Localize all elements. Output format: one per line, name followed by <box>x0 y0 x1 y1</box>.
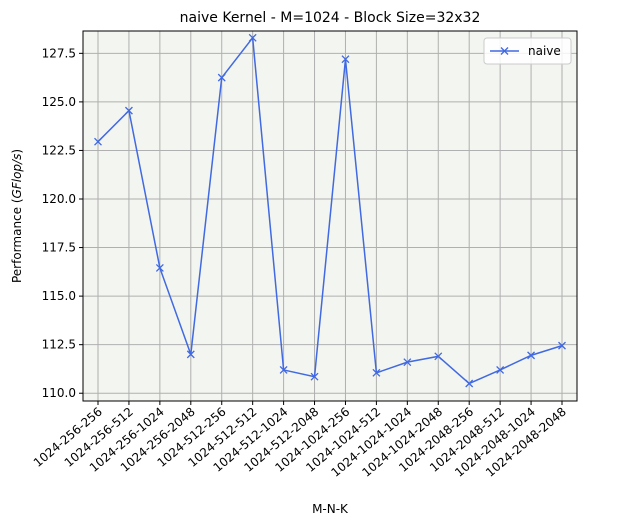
data-point-marker <box>434 352 443 361</box>
data-point-marker <box>341 55 350 64</box>
y-tick-label: 122.5 <box>42 143 76 157</box>
legend-label: naive <box>528 44 561 58</box>
y-tick-label: 112.5 <box>42 338 76 352</box>
y-axis: 110.0 112.5 115.0 117.5 120.0 122.5 125.0 127.5 <box>42 46 83 400</box>
series-layer <box>94 33 566 388</box>
plot-frame <box>82 30 578 402</box>
legend-marker-x <box>500 47 509 55</box>
y-axis-label: Performance (GFlop/s) <box>10 149 24 283</box>
y-axis-label-suffix: ) <box>10 149 24 154</box>
y-tick-label: 125.0 <box>42 95 76 109</box>
y-axis-label-prefix: Performance ( <box>10 198 24 283</box>
y-tick-label: 120.0 <box>42 192 76 206</box>
x-axis: 1024-256-2561024-256-5121024-256-1024102… <box>31 401 569 480</box>
data-point-marker <box>403 358 412 367</box>
series-line <box>97 35 563 385</box>
x-axis-label: M-N-K <box>312 502 349 516</box>
data-point-marker <box>124 106 133 115</box>
data-point-marker <box>496 365 505 374</box>
data-point-marker <box>217 73 226 82</box>
y-tick-label: 117.5 <box>42 241 76 255</box>
data-point-marker <box>279 365 288 374</box>
legend-box <box>483 37 572 65</box>
legend: naive <box>483 37 572 65</box>
y-tick-label: 127.5 <box>42 46 76 60</box>
data-point-marker <box>558 341 566 350</box>
data-point-marker <box>310 372 319 381</box>
grid <box>83 31 577 401</box>
data-point-marker <box>465 379 474 388</box>
data-point-marker <box>94 137 102 146</box>
data-point-marker <box>186 350 195 359</box>
data-point-marker <box>155 263 164 272</box>
y-tick-label: 110.0 <box>42 386 76 400</box>
data-point-marker <box>527 351 536 360</box>
y-axis-label-unit: GFlop/s <box>10 154 24 199</box>
y-tick-label: 115.0 <box>42 289 76 303</box>
data-point-marker <box>372 368 381 377</box>
chart-title: naive Kernel - M=1024 - Block Size=32x32 <box>180 10 481 26</box>
data-point-marker <box>248 33 257 42</box>
